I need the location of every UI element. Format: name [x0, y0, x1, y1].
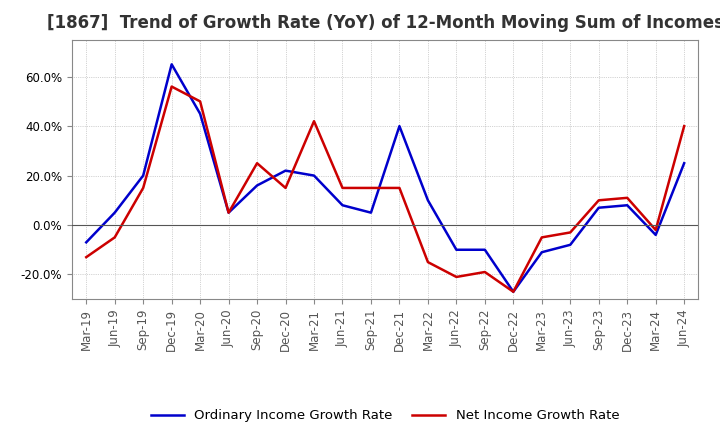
Ordinary Income Growth Rate [652, 232, 660, 238]
Ordinary Income Growth Rate [509, 289, 518, 294]
Ordinary Income Growth Rate [196, 111, 204, 117]
Ordinary Income Growth Rate [338, 202, 347, 208]
Net Income Growth Rate [225, 210, 233, 215]
Net Income Growth Rate [395, 185, 404, 191]
Net Income Growth Rate [652, 227, 660, 233]
Line: Ordinary Income Growth Rate: Ordinary Income Growth Rate [86, 64, 684, 292]
Ordinary Income Growth Rate [395, 124, 404, 129]
Net Income Growth Rate [537, 235, 546, 240]
Ordinary Income Growth Rate [82, 240, 91, 245]
Line: Net Income Growth Rate: Net Income Growth Rate [86, 87, 684, 292]
Ordinary Income Growth Rate [366, 210, 375, 215]
Net Income Growth Rate [623, 195, 631, 201]
Net Income Growth Rate [196, 99, 204, 104]
Ordinary Income Growth Rate [139, 173, 148, 178]
Ordinary Income Growth Rate [310, 173, 318, 178]
Title: [1867]  Trend of Growth Rate (YoY) of 12-Month Moving Sum of Incomes: [1867] Trend of Growth Rate (YoY) of 12-… [47, 15, 720, 33]
Net Income Growth Rate [509, 289, 518, 294]
Ordinary Income Growth Rate [110, 210, 119, 215]
Net Income Growth Rate [139, 185, 148, 191]
Net Income Growth Rate [110, 235, 119, 240]
Net Income Growth Rate [595, 198, 603, 203]
Ordinary Income Growth Rate [680, 161, 688, 166]
Ordinary Income Growth Rate [566, 242, 575, 247]
Net Income Growth Rate [366, 185, 375, 191]
Ordinary Income Growth Rate [480, 247, 489, 253]
Net Income Growth Rate [452, 274, 461, 279]
Ordinary Income Growth Rate [623, 202, 631, 208]
Ordinary Income Growth Rate [537, 249, 546, 255]
Net Income Growth Rate [480, 269, 489, 275]
Ordinary Income Growth Rate [595, 205, 603, 210]
Net Income Growth Rate [423, 260, 432, 265]
Net Income Growth Rate [680, 124, 688, 129]
Ordinary Income Growth Rate [423, 198, 432, 203]
Net Income Growth Rate [310, 118, 318, 124]
Ordinary Income Growth Rate [167, 62, 176, 67]
Ordinary Income Growth Rate [282, 168, 290, 173]
Ordinary Income Growth Rate [253, 183, 261, 188]
Net Income Growth Rate [338, 185, 347, 191]
Net Income Growth Rate [566, 230, 575, 235]
Net Income Growth Rate [282, 185, 290, 191]
Net Income Growth Rate [167, 84, 176, 89]
Net Income Growth Rate [253, 161, 261, 166]
Net Income Growth Rate [82, 254, 91, 260]
Legend: Ordinary Income Growth Rate, Net Income Growth Rate: Ordinary Income Growth Rate, Net Income … [145, 404, 625, 428]
Ordinary Income Growth Rate [225, 210, 233, 215]
Ordinary Income Growth Rate [452, 247, 461, 253]
